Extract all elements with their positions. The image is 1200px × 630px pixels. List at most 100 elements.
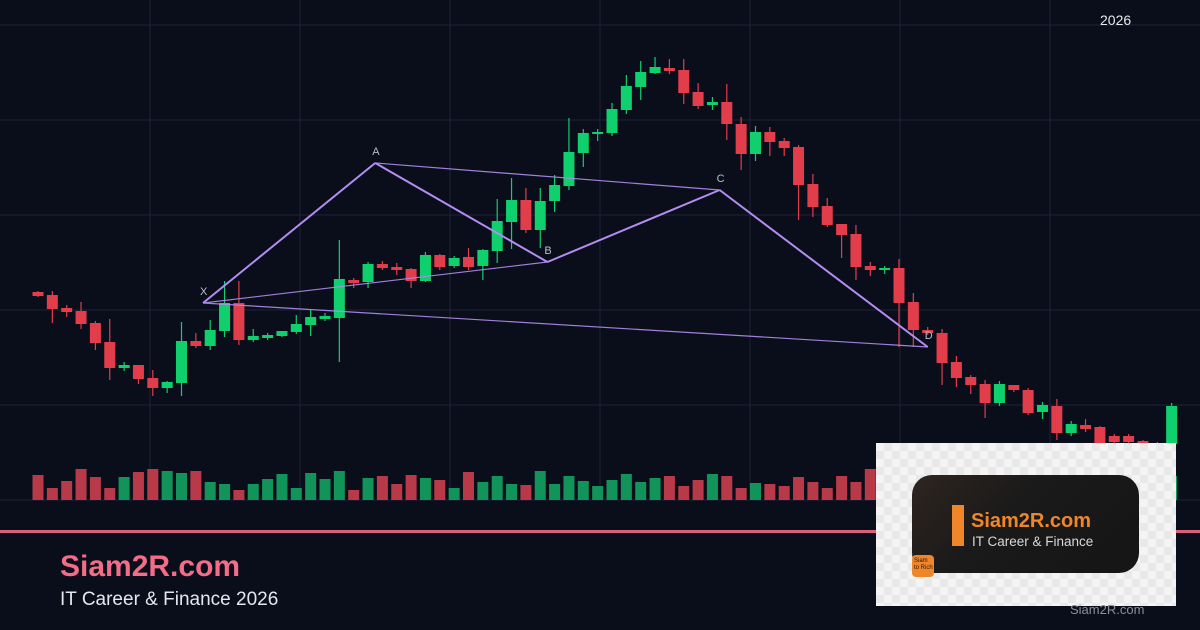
candle-up xyxy=(319,316,331,319)
volume-bar xyxy=(434,480,446,500)
volume-bar xyxy=(850,482,862,500)
volume-bar xyxy=(290,488,302,500)
candle-up xyxy=(491,221,503,251)
pattern-leg xyxy=(374,162,548,263)
candle-down xyxy=(1108,436,1120,442)
volume-bar xyxy=(678,486,690,500)
pattern-point-label: D xyxy=(925,330,933,342)
volume-bar xyxy=(692,480,704,500)
pattern-diagonal xyxy=(202,261,548,304)
volume-bar xyxy=(333,471,345,500)
volume-bar xyxy=(606,480,618,500)
volume-bar xyxy=(778,486,790,500)
volume-bar xyxy=(592,486,604,500)
volume-bar xyxy=(735,488,747,500)
candle-down xyxy=(922,330,934,333)
candle-down xyxy=(104,342,116,368)
candle-up xyxy=(290,324,302,332)
candle-down xyxy=(89,323,101,343)
candle-down xyxy=(61,308,73,312)
candle-up xyxy=(606,109,618,133)
volume-bar xyxy=(506,484,518,500)
candle-up xyxy=(362,264,374,282)
candle-down xyxy=(663,68,675,71)
candle-up xyxy=(118,365,130,368)
volume-bar xyxy=(319,479,331,500)
candle-up xyxy=(649,67,661,73)
volume-bar xyxy=(262,479,274,500)
candle-down xyxy=(893,268,905,303)
candle-up xyxy=(204,330,216,346)
candle-down xyxy=(520,200,532,230)
volume-bar xyxy=(577,481,589,500)
candle-up xyxy=(750,132,761,154)
volume-bar xyxy=(534,471,546,500)
candle-up xyxy=(477,250,489,266)
candle-up xyxy=(620,86,632,110)
candle-down xyxy=(936,333,948,363)
candle-up xyxy=(448,258,460,266)
candles xyxy=(32,57,1178,448)
volume-bar xyxy=(405,475,417,500)
candle-up xyxy=(635,72,647,87)
candle-down xyxy=(147,378,159,388)
candle-up xyxy=(176,341,187,383)
candle-down xyxy=(821,206,833,225)
candle-down xyxy=(391,267,403,270)
volume-bar xyxy=(793,477,805,500)
volume-bar xyxy=(764,484,776,500)
chart-grid xyxy=(0,0,1200,501)
volume-bar xyxy=(448,488,460,500)
candle-down xyxy=(692,92,704,106)
pattern-point-label: B xyxy=(544,245,551,257)
candle-down xyxy=(864,266,876,270)
candle-down xyxy=(348,280,360,283)
volume-bar xyxy=(132,472,144,500)
volume-bar xyxy=(147,469,159,500)
volume-bar xyxy=(75,469,87,500)
volume-bar xyxy=(635,482,647,500)
pattern-point-label: X xyxy=(200,286,208,298)
candle-down xyxy=(434,255,446,267)
candle-up xyxy=(879,268,891,270)
candle-up xyxy=(563,152,575,186)
watermark: Siam2R.com xyxy=(1070,602,1145,617)
candle-down xyxy=(950,362,962,378)
pattern-diagonal xyxy=(375,162,720,191)
candle-down xyxy=(190,341,202,346)
candle-down xyxy=(764,132,776,142)
harmonic-pattern: X A B C D xyxy=(200,146,933,348)
candle-up xyxy=(993,384,1005,403)
volume-bar xyxy=(477,482,489,500)
volume-bar xyxy=(362,478,374,500)
candle-up xyxy=(506,200,518,222)
volume-bar xyxy=(32,475,44,500)
volume-bar xyxy=(563,476,575,500)
candle-down xyxy=(1051,406,1063,433)
logo-panel: Siam2R.com IT Career & Finance xyxy=(912,475,1139,573)
candle-down xyxy=(678,70,690,93)
candle-down xyxy=(1080,425,1092,429)
brand-title: Siam2R.com xyxy=(60,550,241,583)
volume-bar xyxy=(836,476,848,500)
volume-bar xyxy=(190,471,202,500)
volume-bar xyxy=(807,482,819,500)
pattern-point-label: A xyxy=(372,146,380,158)
candle-down xyxy=(46,295,58,309)
volume-bar xyxy=(491,476,503,500)
candle-up xyxy=(706,102,718,105)
candle-up xyxy=(1166,406,1178,444)
volume-bar xyxy=(161,471,173,500)
volume-bar xyxy=(118,477,130,500)
logo-badge: Siam to Rich xyxy=(912,555,934,577)
volume-bar xyxy=(706,474,718,500)
volume-bar xyxy=(864,469,876,500)
candle-down xyxy=(793,147,805,185)
candle-up xyxy=(592,132,604,134)
tagline: IT Career & Finance 2026 xyxy=(60,589,279,610)
volume-bar xyxy=(620,474,632,500)
volume-bar xyxy=(721,476,733,500)
candle-up xyxy=(1037,405,1048,412)
volume-bar xyxy=(520,485,532,500)
logo-name: Siam2R.com xyxy=(971,510,1092,532)
